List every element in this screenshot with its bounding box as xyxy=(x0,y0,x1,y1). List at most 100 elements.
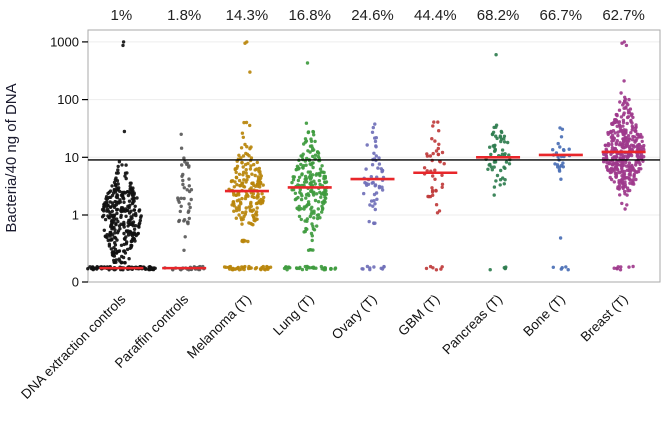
data-point xyxy=(616,133,620,138)
data-point xyxy=(620,179,625,183)
data-point xyxy=(556,141,560,146)
data-point xyxy=(88,265,92,269)
data-point xyxy=(636,143,640,147)
data-point xyxy=(265,264,269,269)
data-point xyxy=(323,195,327,199)
data-point xyxy=(256,201,260,205)
data-point xyxy=(309,139,314,143)
data-point xyxy=(248,147,252,151)
data-point xyxy=(617,108,622,112)
data-point xyxy=(96,266,100,270)
data-point xyxy=(189,197,193,202)
data-point xyxy=(133,204,137,208)
data-point xyxy=(105,200,109,204)
data-point xyxy=(436,152,441,157)
data-point xyxy=(504,160,509,164)
data-point xyxy=(638,132,643,137)
data-point xyxy=(630,128,634,132)
data-point xyxy=(621,113,626,117)
data-point xyxy=(232,185,236,189)
percent-label: 14.3% xyxy=(226,7,269,24)
data-point xyxy=(628,173,632,177)
data-point xyxy=(181,178,185,183)
data-point xyxy=(364,167,368,171)
data-point xyxy=(128,187,132,191)
data-point xyxy=(116,171,120,175)
data-point xyxy=(255,206,259,210)
data-point xyxy=(492,165,496,169)
data-point xyxy=(103,217,108,222)
data-point xyxy=(297,175,302,179)
data-point xyxy=(567,147,571,151)
data-point xyxy=(127,257,131,261)
data-point xyxy=(433,177,437,181)
data-point xyxy=(373,122,377,126)
data-point xyxy=(561,148,566,152)
data-point xyxy=(234,170,238,175)
data-point xyxy=(260,192,264,196)
data-point xyxy=(504,265,508,269)
data-point xyxy=(105,233,109,237)
x-axis-category-label: Melanoma (T) xyxy=(184,292,254,362)
data-point xyxy=(557,169,562,173)
x-axis-category-label: Lung (T) xyxy=(270,292,317,339)
data-point xyxy=(121,43,125,48)
data-point xyxy=(179,196,183,200)
data-point xyxy=(318,216,322,220)
data-point xyxy=(370,130,375,134)
data-point xyxy=(182,156,186,160)
data-point xyxy=(424,266,429,271)
data-point xyxy=(124,235,128,239)
data-point xyxy=(312,211,316,215)
data-point xyxy=(240,161,244,165)
data-point xyxy=(630,124,634,128)
data-point xyxy=(126,193,131,198)
data-point xyxy=(304,193,309,197)
data-point xyxy=(290,180,294,185)
data-point xyxy=(127,199,132,203)
data-point xyxy=(304,121,309,125)
data-point xyxy=(284,265,288,269)
data-point xyxy=(333,267,337,271)
data-point xyxy=(248,123,252,128)
data-point xyxy=(111,253,115,258)
data-point xyxy=(558,165,562,169)
data-point xyxy=(500,148,505,152)
data-point xyxy=(621,120,626,125)
data-point xyxy=(239,146,244,150)
data-point xyxy=(492,193,496,197)
data-point xyxy=(114,222,118,227)
y-axis-tick-label: 100 xyxy=(57,92,79,107)
data-point xyxy=(110,227,114,231)
data-point xyxy=(430,190,435,194)
data-point xyxy=(118,259,122,263)
data-point xyxy=(312,228,317,232)
data-point xyxy=(612,180,616,184)
series-ovary-t- xyxy=(360,122,386,272)
data-point xyxy=(123,191,128,195)
data-point xyxy=(182,219,186,223)
x-axis-category-label: Ovary (T) xyxy=(329,292,380,343)
data-point xyxy=(182,248,186,252)
data-point xyxy=(107,242,112,246)
percent-label: 62.7% xyxy=(602,7,645,24)
data-point xyxy=(499,168,503,173)
data-point xyxy=(254,212,258,216)
data-point xyxy=(237,204,241,208)
data-point xyxy=(558,126,562,130)
data-point xyxy=(322,192,326,197)
data-point xyxy=(310,234,314,238)
data-point xyxy=(558,236,563,240)
data-point xyxy=(127,211,132,215)
data-point xyxy=(627,144,631,149)
data-point xyxy=(110,204,115,208)
data-point xyxy=(111,250,115,254)
data-point xyxy=(494,179,498,183)
data-point xyxy=(380,185,384,189)
data-point xyxy=(315,172,319,176)
y-axis-tick-label: 0 xyxy=(72,275,79,290)
data-point xyxy=(602,152,606,156)
data-point xyxy=(619,143,623,147)
data-point xyxy=(437,129,441,133)
data-point xyxy=(503,178,507,182)
